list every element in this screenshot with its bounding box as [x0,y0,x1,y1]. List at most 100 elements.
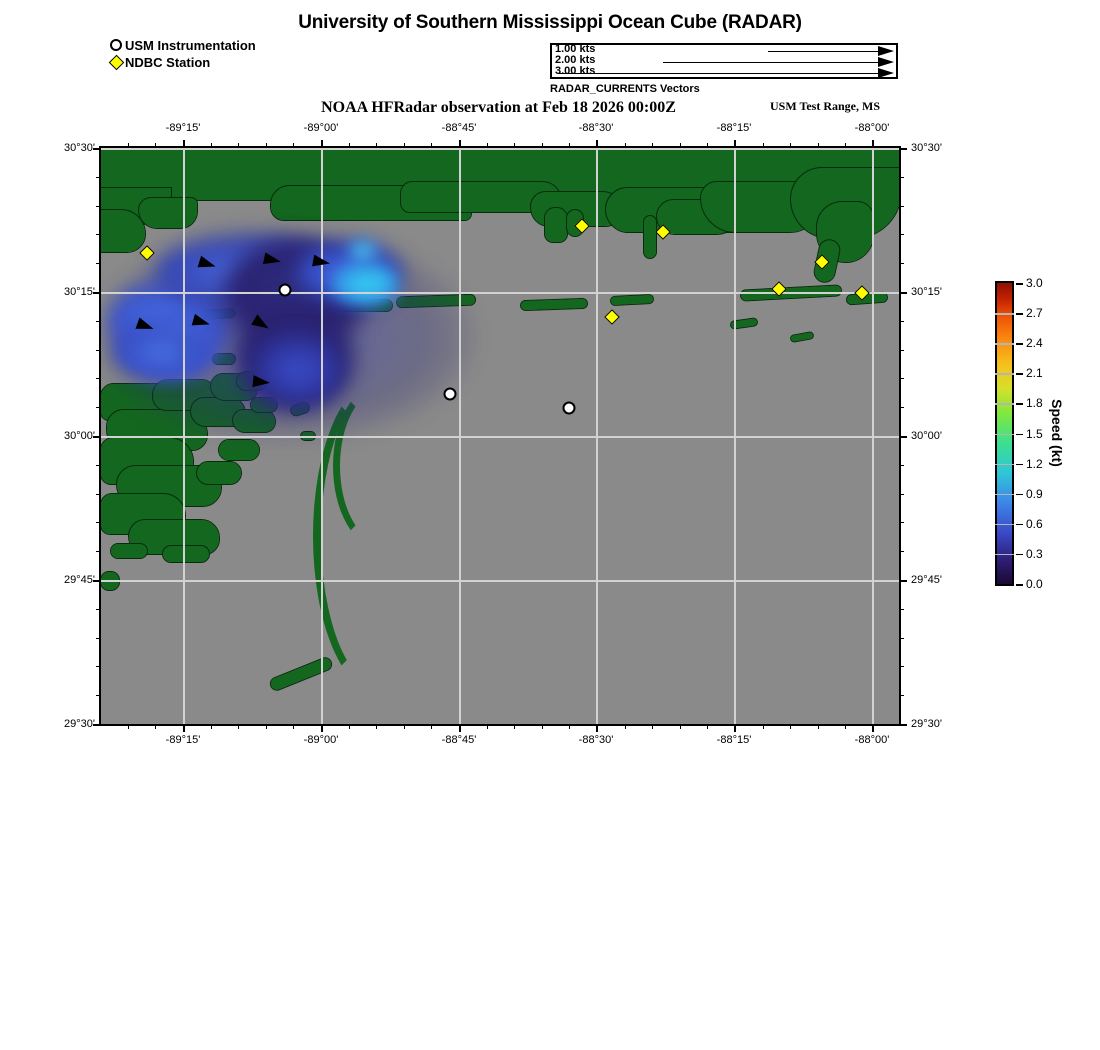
axis-tick-minor [96,551,99,553]
axis-label-lat: 30°15' [911,286,942,298]
axis-label-lon: -88°45' [441,734,477,746]
axis-tick-minor [569,726,571,729]
colorbar-tick-label: 2.4 [1026,336,1043,351]
usm-instrumentation-marker[interactable] [278,283,292,297]
speed-blob-east-cyan [329,260,399,308]
usm-instrumentation-marker[interactable] [562,401,576,415]
legend-label-ndbc: NDBC Station [125,54,211,70]
colorbar-segment-line [995,373,1014,375]
colorbar-tick-label: 0.9 [1026,486,1043,501]
axis-label-lat: 30°30' [911,142,942,154]
ndbc-station-icon [108,54,124,70]
colorbar-tick [1016,283,1023,285]
colorbar-tick [1016,373,1023,375]
axis-tick-major [901,292,907,294]
axis-tick-minor [901,320,904,322]
axis-tick-minor [238,143,240,146]
axis-tick-minor [348,143,350,146]
map-canvas[interactable] [101,148,899,724]
colorbar-segment-line [995,433,1014,435]
axis-tick-minor [845,726,847,729]
axis-tick-minor [514,726,516,729]
axis-tick-major [901,148,907,150]
axis-tick-minor [96,608,99,610]
axis-tick-minor [155,726,157,729]
arrow-head-icon [878,68,894,78]
land-coast-bay-west [138,197,198,229]
axis-tick-major [901,580,907,582]
axis-label-lat: 29°30' [64,718,95,730]
land-coast-west2 [101,209,146,253]
axis-tick-major [321,140,323,146]
axis-tick-minor [569,143,571,146]
axis-tick-minor [901,608,904,610]
delta-pass-arc-tip [333,384,427,548]
axis-tick-minor [790,143,792,146]
vector-scale-row: 2.00 kts [552,54,896,67]
axis-tick-minor [901,695,904,697]
axis-tick-minor [901,263,904,265]
barrier-island-small-a [609,293,655,307]
colorbar-tick [1016,584,1023,586]
axis-tick-minor [541,726,543,729]
axis-tick-minor [845,143,847,146]
arrow-head-icon [878,46,894,56]
legend-label-usm: USM Instrumentation [125,37,256,53]
axis-tick-minor [707,143,709,146]
barrier-island-petitbois [519,297,589,312]
axis-label-lon: -88°45' [441,122,477,134]
ndbc-station-marker[interactable] [139,245,155,261]
axis-tick-minor [96,234,99,236]
axis-label-lon: -88°30' [578,122,614,134]
axis-tick-minor [817,143,819,146]
axis-label-lon: -89°15' [165,734,201,746]
axis-tick-major [596,140,598,146]
axis-tick-minor [376,726,378,729]
axis-tick-minor [901,407,904,409]
axis-tick-major [93,436,99,438]
axis-tick-minor [96,464,99,466]
axis-tick-minor [901,493,904,495]
axis-label-lat: 30°15' [64,286,95,298]
axis-tick-minor [348,726,350,729]
colorbar-tick-label: 2.1 [1026,366,1043,381]
barrier-island-small-d [789,330,815,344]
colorbar-tick [1016,403,1023,405]
delta-marsh-l [196,461,242,485]
colorbar-tick [1016,343,1023,345]
speed-blob-south2 [251,334,345,406]
axis-label-lat: 29°45' [64,574,95,586]
axis-tick-major [183,726,185,732]
axis-tick-major [93,148,99,150]
axis-tick-minor [514,143,516,146]
delta-spit-south [268,653,334,695]
colorbar-tick [1016,463,1023,466]
vector-scale-legend: 1.00 kts 2.00 kts 3.00 kts [550,43,898,79]
axis-tick-minor [901,205,904,207]
axis-tick-major [596,726,598,732]
colorbar-tick [1016,553,1023,556]
usm-instrumentation-marker[interactable] [443,387,457,401]
vector-scale-row: 1.00 kts [552,44,896,56]
axis-tick-minor [624,143,626,146]
axis-tick-minor [541,143,543,146]
ndbc-station-marker[interactable] [604,309,620,325]
axis-tick-minor [96,522,99,524]
map-panel[interactable]: -89°15' -89°00' -88°45' -88°30' -88°15' -88°0… [64,122,942,746]
axis-label-lon: -89°00' [303,734,339,746]
axis-tick-minor [96,666,99,668]
gridline-lat [101,148,899,150]
delta-marsh-o [162,545,210,563]
axis-tick-minor [265,726,267,729]
axis-tick-major [459,140,461,146]
colorbar-tick-label: 1.2 [1026,456,1043,471]
marker-legend: USM Instrumentation NDBC Station [108,37,256,71]
axis-tick-minor [679,143,681,146]
colorbar-tick-label: 0.3 [1026,546,1043,561]
colorbar-segment-line [995,403,1014,405]
axis-tick-minor [265,143,267,146]
speed-blob-east-cyan2 [344,236,382,266]
delta-pass-arc [313,378,447,694]
vector-scale-label: 3.00 kts [555,65,596,77]
vector-scale-label: 2.00 kts [555,54,596,66]
